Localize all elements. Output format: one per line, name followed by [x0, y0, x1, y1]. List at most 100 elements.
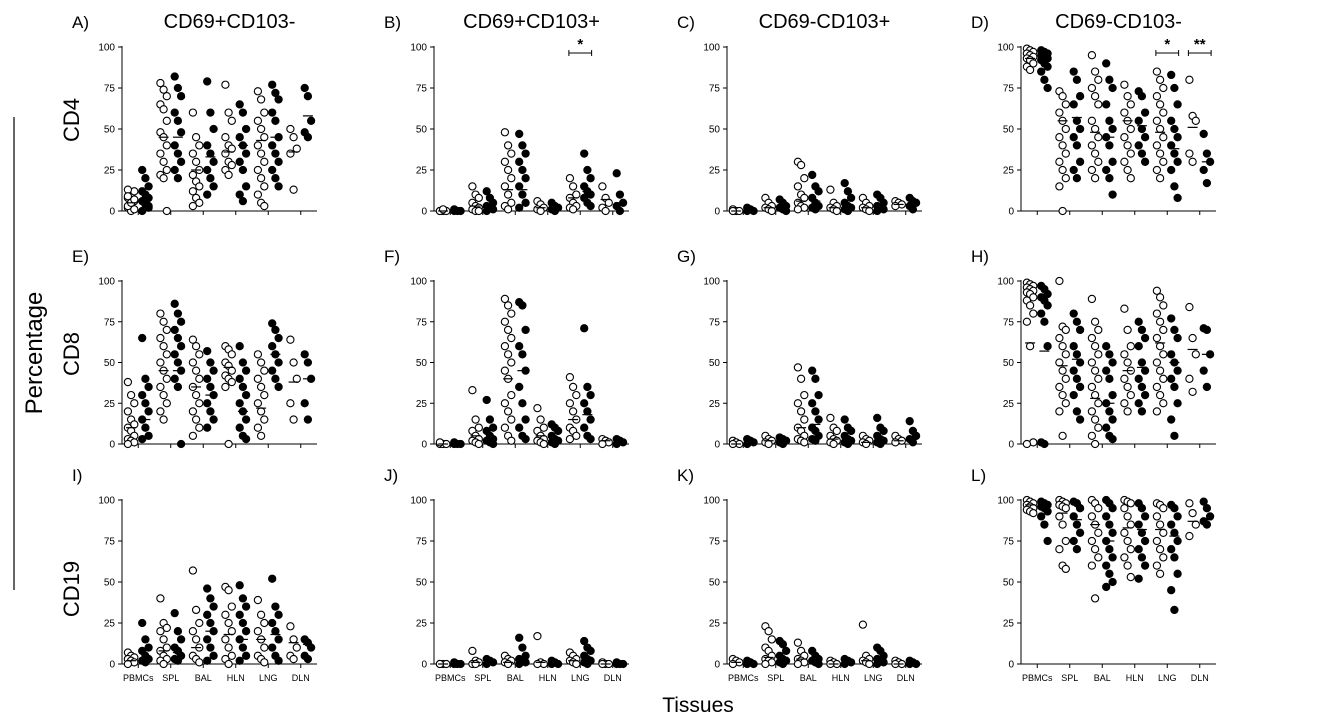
data-point-filled: [170, 374, 179, 383]
data-point-open: [1055, 545, 1064, 554]
data-point-open: [224, 659, 233, 669]
data-point-open: [1087, 165, 1097, 175]
panel-letter: C): [677, 13, 695, 32]
data-point-open: [829, 439, 838, 449]
sig-label: **: [1194, 36, 1206, 53]
data-point-filled: [1173, 193, 1182, 203]
data-point-open: [1090, 124, 1100, 134]
data-point-filled: [814, 659, 823, 669]
data-point-open: [1090, 174, 1100, 183]
data-point-open: [260, 201, 269, 211]
data-point-open: [1155, 124, 1165, 134]
data-point-filled: [879, 426, 888, 436]
data-point-filled: [1108, 358, 1117, 367]
panel-k: 0 25 50 75 100 K) PBMCs SPL BAL HLN LNG DLN: [677, 466, 922, 683]
panel-letter: K): [677, 466, 694, 485]
data-point-open: [474, 439, 483, 449]
data-point-open: [1159, 157, 1168, 166]
data-point-filled: [138, 618, 147, 628]
data-point-open: [156, 333, 165, 343]
data-point-filled: [1108, 390, 1117, 400]
data-point-filled: [586, 201, 595, 211]
data-point-filled: [580, 399, 589, 408]
data-point-filled: [905, 417, 914, 426]
data-point-open: [260, 390, 269, 400]
data-point-open: [195, 374, 204, 383]
y-tick-label: 0: [714, 440, 720, 451]
data-point-open: [253, 423, 263, 432]
data-point-filled: [170, 609, 179, 618]
data-point-open: [793, 659, 803, 669]
data-point-open: [260, 182, 269, 191]
data-point-filled: [235, 581, 244, 590]
data-point-open: [1120, 108, 1129, 117]
data-point-filled: [1134, 574, 1143, 583]
data-point-filled: [268, 342, 277, 351]
data-point-open: [227, 377, 236, 387]
data-point-open: [156, 309, 165, 318]
panel-f: 0 25 50 75 100 F): [384, 247, 629, 451]
data-point-filled: [583, 659, 592, 669]
data-point-filled: [1043, 342, 1052, 351]
data-point-open: [832, 426, 841, 436]
x-tick-label: BAL: [195, 673, 212, 683]
data-point-open: [253, 374, 263, 383]
data-point-filled: [1102, 366, 1111, 375]
data-point-filled: [1102, 423, 1111, 432]
data-point-open: [503, 190, 513, 199]
data-point-filled: [1075, 504, 1085, 513]
data-point-filled: [873, 413, 882, 423]
data-point-filled: [206, 358, 215, 367]
data-point-open: [500, 423, 510, 432]
data-point-open: [1087, 407, 1097, 416]
data-point-filled: [781, 646, 791, 656]
data-point-filled: [241, 627, 251, 636]
x-tick-label: BAL: [800, 673, 817, 683]
data-point-filled: [1173, 399, 1182, 408]
y-tick-label: 50: [104, 578, 116, 589]
data-point-open: [159, 105, 168, 114]
data-point-open: [159, 317, 168, 326]
data-point-filled: [814, 187, 823, 196]
data-point-open: [1185, 374, 1194, 383]
data-point-filled: [1202, 504, 1212, 513]
y-tick-label: 25: [709, 166, 721, 177]
data-point-filled: [1072, 374, 1082, 383]
data-point-open: [260, 643, 269, 652]
data-point-filled: [241, 415, 251, 424]
data-point-open: [1155, 520, 1165, 529]
data-point-filled: [1043, 83, 1052, 93]
data-point-open: [162, 141, 171, 150]
data-point-open: [1152, 67, 1162, 76]
data-point-open: [500, 317, 510, 326]
data-point-filled: [1072, 174, 1082, 183]
y-tick-label: 75: [104, 537, 116, 548]
data-point-filled: [1173, 157, 1182, 166]
data-point-filled: [615, 190, 625, 199]
y-tick-label: 100: [703, 496, 720, 507]
data-point-open: [256, 124, 266, 134]
data-point-filled: [138, 434, 147, 444]
data-point-open: [289, 133, 298, 142]
data-point-open: [221, 382, 230, 392]
data-point-open: [221, 133, 230, 142]
row-label-cd19: CD19: [59, 561, 84, 617]
data-point-open: [1120, 157, 1129, 166]
data-point-open: [503, 205, 513, 214]
data-point-open: [1061, 149, 1070, 158]
data-point-open: [123, 407, 133, 416]
data-point-filled: [170, 72, 179, 81]
data-point-filled: [840, 415, 849, 424]
data-point-filled: [209, 415, 218, 424]
data-point-filled: [144, 431, 153, 440]
data-point-open: [286, 149, 295, 158]
data-point-open: [260, 133, 269, 142]
data-point-filled: [586, 390, 595, 400]
data-point-open: [1155, 545, 1165, 554]
data-point-open: [1094, 528, 1103, 537]
data-point-filled: [846, 193, 856, 203]
data-point-open: [1087, 83, 1097, 93]
data-point-open: [500, 399, 510, 408]
data-point-open: [256, 95, 266, 104]
data-point-open: [256, 382, 266, 392]
